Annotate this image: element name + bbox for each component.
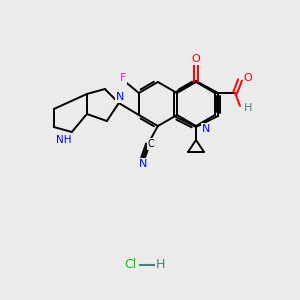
Text: Cl: Cl	[124, 259, 136, 272]
Text: O: O	[244, 73, 252, 83]
Text: N: N	[202, 124, 210, 134]
Text: H: H	[155, 259, 165, 272]
Text: O: O	[192, 54, 200, 64]
Text: C: C	[148, 139, 154, 149]
Text: F: F	[120, 73, 126, 83]
Text: NH: NH	[56, 135, 72, 145]
Text: H: H	[244, 103, 252, 113]
Text: N: N	[139, 159, 147, 169]
Text: N: N	[116, 92, 124, 102]
